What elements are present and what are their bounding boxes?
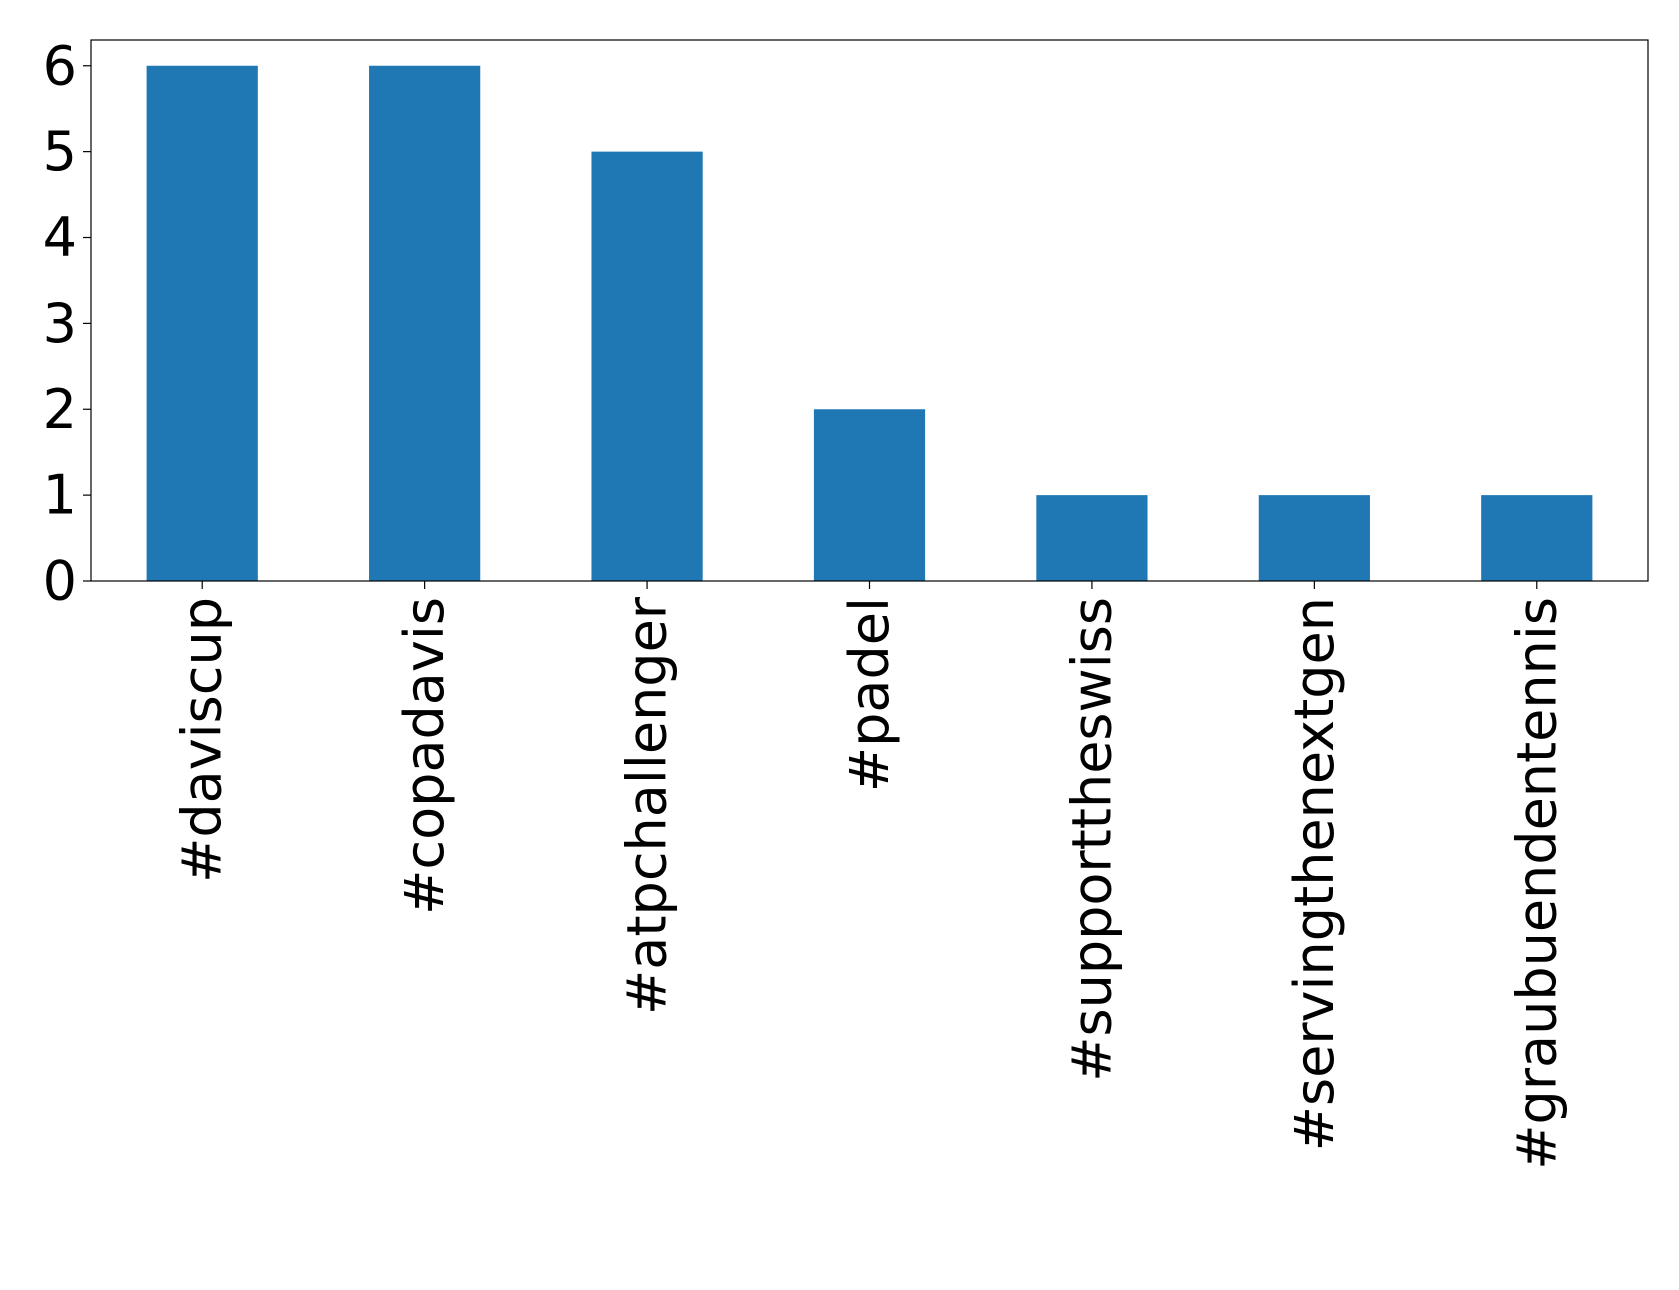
bar [1258,495,1370,581]
bar [369,65,481,581]
y-tick-label: 0 [43,550,77,613]
bar [1481,495,1593,581]
x-tick-label: #servingthenextgen [1283,597,1346,1151]
y-tick-label: 2 [43,378,77,441]
bar [1036,495,1148,581]
bar [146,65,258,581]
x-tick-label: #graubuendentennis [1505,597,1568,1170]
bar [813,409,926,581]
plot-frame [90,39,1649,582]
bar [591,151,703,581]
y-tick-label: 4 [43,206,77,269]
x-tick-label: #daviscup [171,597,234,883]
y-tick-label: 6 [43,34,77,97]
x-tick-label: #supporttheswiss [1060,597,1123,1082]
x-tick-label: #atpchallenger [616,596,679,1015]
x-tick-label: #padel [838,597,901,792]
y-tick-label: 5 [43,120,77,183]
y-tick-label: 1 [43,464,77,527]
x-tick-label: #copadavis [393,597,456,915]
y-tick-label: 3 [43,292,77,355]
